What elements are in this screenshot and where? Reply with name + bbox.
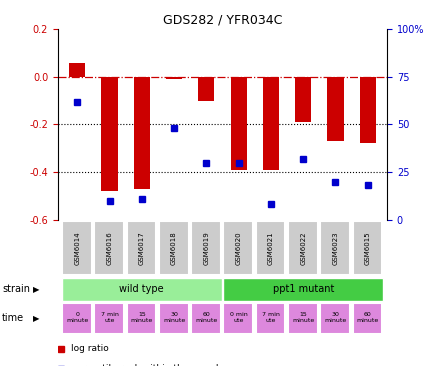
Text: GSM6014: GSM6014 bbox=[74, 231, 80, 265]
FancyBboxPatch shape bbox=[288, 221, 318, 275]
Bar bbox=[69, 63, 85, 77]
Text: 0 min
ute: 0 min ute bbox=[230, 312, 247, 323]
Text: 15
minute: 15 minute bbox=[131, 312, 153, 323]
Text: GSM6022: GSM6022 bbox=[300, 231, 306, 265]
FancyBboxPatch shape bbox=[159, 303, 189, 334]
Text: time: time bbox=[2, 313, 24, 324]
Text: wild type: wild type bbox=[119, 284, 164, 294]
FancyBboxPatch shape bbox=[320, 221, 350, 275]
Text: GSM6016: GSM6016 bbox=[106, 231, 113, 265]
Text: GSM6023: GSM6023 bbox=[332, 231, 339, 265]
Text: percentile rank within the sample: percentile rank within the sample bbox=[71, 364, 224, 366]
FancyBboxPatch shape bbox=[62, 303, 92, 334]
Bar bbox=[101, 77, 117, 191]
FancyBboxPatch shape bbox=[62, 277, 222, 300]
Bar bbox=[263, 77, 279, 170]
Text: strain: strain bbox=[2, 284, 30, 294]
FancyBboxPatch shape bbox=[127, 303, 156, 334]
Text: 15
minute: 15 minute bbox=[292, 312, 314, 323]
FancyBboxPatch shape bbox=[223, 277, 383, 300]
FancyBboxPatch shape bbox=[352, 303, 382, 334]
FancyBboxPatch shape bbox=[191, 303, 221, 334]
FancyBboxPatch shape bbox=[256, 303, 285, 334]
Text: 60
minute: 60 minute bbox=[195, 312, 218, 323]
Title: GDS282 / YFR034C: GDS282 / YFR034C bbox=[163, 14, 282, 27]
Text: GSM6020: GSM6020 bbox=[236, 231, 242, 265]
Text: 7 min
ute: 7 min ute bbox=[101, 312, 118, 323]
FancyBboxPatch shape bbox=[320, 303, 350, 334]
Bar bbox=[328, 77, 344, 141]
Text: 30
minute: 30 minute bbox=[324, 312, 347, 323]
Text: ppt1 mutant: ppt1 mutant bbox=[272, 284, 334, 294]
Text: 0
minute: 0 minute bbox=[66, 312, 89, 323]
FancyBboxPatch shape bbox=[159, 221, 189, 275]
Text: log ratio: log ratio bbox=[71, 344, 109, 353]
Bar bbox=[134, 77, 150, 189]
Bar bbox=[360, 77, 376, 143]
Text: 7 min
ute: 7 min ute bbox=[262, 312, 280, 323]
Bar bbox=[198, 77, 214, 101]
FancyBboxPatch shape bbox=[127, 221, 156, 275]
Text: ▶: ▶ bbox=[33, 285, 40, 294]
Bar bbox=[231, 77, 247, 170]
FancyBboxPatch shape bbox=[256, 221, 285, 275]
Bar bbox=[166, 77, 182, 79]
Text: GSM6021: GSM6021 bbox=[268, 231, 274, 265]
FancyBboxPatch shape bbox=[223, 303, 253, 334]
FancyBboxPatch shape bbox=[94, 303, 124, 334]
FancyBboxPatch shape bbox=[223, 221, 253, 275]
Text: GSM6018: GSM6018 bbox=[171, 231, 177, 265]
Text: GSM6019: GSM6019 bbox=[203, 231, 209, 265]
Text: 60
minute: 60 minute bbox=[356, 312, 379, 323]
FancyBboxPatch shape bbox=[191, 221, 221, 275]
Text: GSM6017: GSM6017 bbox=[139, 231, 145, 265]
Text: ▶: ▶ bbox=[33, 314, 40, 323]
Text: 30
minute: 30 minute bbox=[163, 312, 185, 323]
FancyBboxPatch shape bbox=[94, 221, 124, 275]
FancyBboxPatch shape bbox=[352, 221, 382, 275]
Text: GSM6015: GSM6015 bbox=[365, 231, 371, 265]
FancyBboxPatch shape bbox=[62, 221, 92, 275]
Bar bbox=[295, 77, 312, 122]
FancyBboxPatch shape bbox=[288, 303, 318, 334]
